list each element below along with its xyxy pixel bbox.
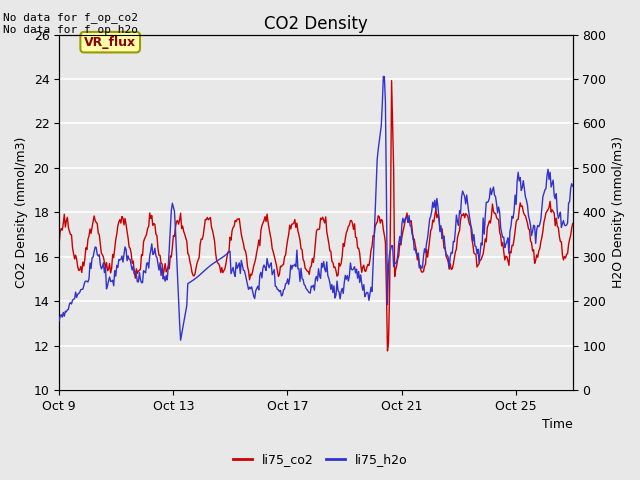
Legend: li75_co2, li75_h2o: li75_co2, li75_h2o xyxy=(228,448,412,471)
Text: VR_flux: VR_flux xyxy=(84,36,136,48)
Y-axis label: H2O Density (mmol/m3): H2O Density (mmol/m3) xyxy=(612,136,625,288)
Y-axis label: CO2 Density (mmol/m3): CO2 Density (mmol/m3) xyxy=(15,137,28,288)
X-axis label: Time: Time xyxy=(542,419,573,432)
Title: CO2 Density: CO2 Density xyxy=(264,15,368,33)
Text: No data for f_op_co2
No data for f_op_h2o: No data for f_op_co2 No data for f_op_h2… xyxy=(3,12,138,36)
